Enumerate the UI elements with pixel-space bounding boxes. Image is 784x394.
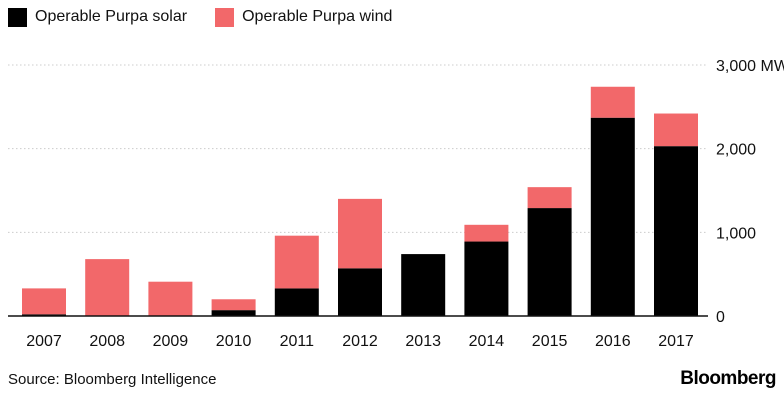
x-tick-label-2014: 2014 — [469, 333, 505, 350]
x-tick-label-2012: 2012 — [342, 333, 378, 350]
x-tick-label-2008: 2008 — [89, 333, 125, 350]
bar-solar-2017 — [654, 146, 698, 316]
x-tick-label-2015: 2015 — [532, 333, 568, 350]
bar-solar-2016 — [590, 117, 635, 317]
x-tick-label-2007: 2007 — [26, 333, 62, 350]
bar-solar-2007 — [22, 314, 66, 316]
y-tick-label-3000: 3,000 MW — [716, 58, 784, 75]
bar-wind-2017 — [654, 113, 698, 147]
x-tick-label-2010: 2010 — [216, 333, 252, 350]
y-tick-label-1000: 1,000 — [716, 225, 756, 242]
bar-wind-2014 — [464, 224, 509, 242]
bar-wind-2012 — [338, 198, 382, 269]
bloomberg-logo: Bloomberg — [680, 368, 776, 389]
bar-solar-2012 — [338, 268, 382, 316]
bar-wind-2010 — [211, 299, 256, 311]
bar-wind-2016 — [590, 86, 635, 118]
x-tick-label-2011: 2011 — [280, 333, 315, 350]
bar-wind-2015 — [527, 187, 572, 209]
legend-label-wind: Operable Purpa wind — [242, 8, 393, 25]
bar-wind-2011 — [274, 235, 319, 289]
bar-solar-2011 — [274, 288, 319, 316]
bar-solar-2013 — [401, 254, 446, 316]
legend-item-wind: Operable Purpa wind — [215, 7, 393, 27]
source-note: Source: Bloomberg Intelligence — [8, 371, 217, 388]
bar-solar-2014 — [464, 241, 509, 316]
y-tick-label-0: 0 — [716, 309, 725, 326]
y-tick-label-2000: 2,000 — [716, 142, 756, 159]
legend-label-solar: Operable Purpa solar — [35, 8, 188, 25]
bar-wind-2009 — [148, 281, 193, 316]
x-tick-label-2016: 2016 — [595, 333, 631, 350]
legend: Operable Purpa solar Operable Purpa wind — [8, 6, 420, 28]
x-tick-label-2017: 2017 — [658, 333, 694, 350]
legend-swatch-wind — [215, 7, 235, 27]
bar-wind-2007 — [22, 288, 66, 315]
x-tick-label-2013: 2013 — [405, 333, 441, 350]
bar-wind-2008 — [85, 259, 130, 316]
legend-swatch-solar — [8, 7, 27, 27]
legend-item-solar: Operable Purpa solar — [8, 7, 188, 27]
x-tick-label-2009: 2009 — [153, 333, 189, 350]
bar-solar-2010 — [211, 310, 256, 316]
bar-solar-2015 — [527, 208, 572, 316]
